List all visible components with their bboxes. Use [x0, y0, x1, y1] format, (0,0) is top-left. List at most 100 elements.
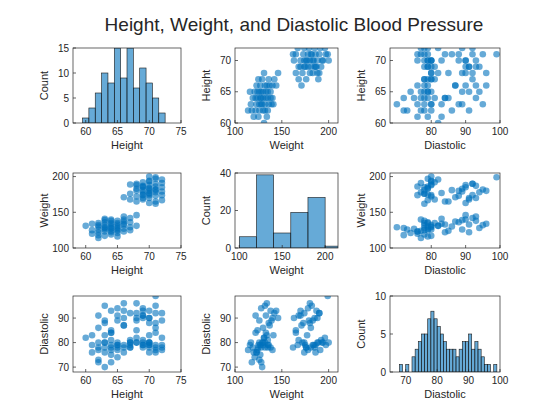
scatter-point: [414, 57, 421, 64]
scatter-point: [270, 332, 277, 339]
scatter-point: [300, 320, 307, 327]
y-tick: [73, 123, 76, 124]
scatter-point: [400, 232, 407, 239]
marks: [83, 48, 166, 123]
scatter-point: [152, 344, 159, 351]
x-tick-label: 65: [112, 375, 124, 386]
scatter-point: [152, 200, 159, 207]
x-tick-label: 70: [144, 375, 156, 386]
histogram-bar: [431, 311, 434, 372]
scatter-point: [262, 107, 269, 114]
scatter-point: [483, 220, 490, 227]
marks: [394, 48, 500, 123]
x-tick-label: 90: [463, 375, 475, 386]
histogram-bar: [146, 83, 152, 123]
scatter-point: [264, 82, 271, 89]
scatter-point: [82, 334, 89, 341]
scatter-point: [449, 187, 456, 194]
x-axis-label: Diastolic: [424, 139, 466, 151]
scatter-point: [140, 307, 147, 314]
scatter-point: [480, 51, 487, 58]
scatter-point: [133, 180, 140, 187]
panel: 8090100100150200DiastolicWeight: [355, 171, 509, 276]
scatter-point: [108, 329, 115, 336]
plot-area: [73, 296, 181, 372]
histogram-bar: [415, 349, 418, 372]
scatter-point: [114, 233, 121, 240]
axes-box: [73, 48, 181, 123]
y-tick-label: 80: [58, 337, 70, 348]
histogram-bar: [159, 113, 165, 123]
scatter-point: [324, 51, 331, 58]
x-tick-label: 200: [317, 251, 334, 262]
scatter-point: [459, 88, 466, 95]
x-tick: [239, 245, 240, 248]
histogram-bar: [428, 319, 431, 372]
scatter-point: [455, 193, 462, 200]
scatter-point: [421, 76, 428, 83]
scatter-point: [293, 327, 300, 334]
x-tick-label: 60: [80, 375, 92, 386]
scatter-point: [140, 183, 147, 190]
scatter-point: [473, 183, 480, 190]
x-tick: [431, 245, 432, 248]
x-tick-label: 80: [426, 251, 438, 262]
scatter-point: [291, 57, 298, 64]
scatter-point: [307, 70, 314, 77]
y-tick: [73, 73, 76, 74]
histogram-bar: [447, 349, 450, 372]
x-tick: [149, 245, 150, 248]
scatter-point: [425, 88, 432, 95]
panel: 60657075708090HeightDiastolic: [38, 293, 187, 400]
histogram-bar: [133, 88, 139, 123]
histogram-bar: [472, 349, 475, 372]
x-tick: [281, 120, 282, 123]
scatter-point: [414, 228, 421, 235]
scatter-point: [459, 70, 466, 77]
scatter-point: [421, 220, 428, 227]
scatter-point: [268, 317, 275, 324]
scatter-point: [476, 189, 483, 196]
histogram-bar: [469, 334, 472, 372]
scatter-point: [459, 226, 466, 233]
scatter-point: [428, 107, 435, 114]
histogram-bar: [239, 237, 256, 248]
histogram-bar: [425, 334, 428, 372]
scatter-point: [428, 101, 435, 108]
scatter-point: [159, 310, 166, 317]
histogram-bar: [418, 342, 421, 372]
x-tick: [117, 369, 118, 372]
y-tick: [73, 318, 76, 319]
x-tick: [437, 369, 438, 372]
scatter-point: [140, 339, 147, 346]
y-tick: [390, 176, 393, 177]
panel: 60657075051015HeightCount: [38, 43, 187, 152]
y-tick-label: 70: [220, 362, 232, 373]
scatter-point: [256, 317, 263, 324]
scatter-point: [127, 337, 134, 344]
scatter-point: [108, 225, 115, 232]
histogram-bar: [95, 93, 101, 123]
scatter-point: [313, 63, 320, 70]
scatter-point: [248, 101, 255, 108]
scatter-point: [255, 344, 262, 351]
marks: [239, 175, 338, 248]
scatter-point: [152, 193, 159, 200]
scatter-point: [411, 95, 418, 102]
x-tick: [181, 369, 182, 372]
y-tick-label: 10: [58, 68, 70, 79]
scatter-point: [101, 364, 108, 371]
x-tick-label: 100: [492, 251, 509, 262]
scatter-point: [252, 329, 259, 336]
histogram-bar: [475, 342, 478, 372]
scatter-point: [462, 57, 469, 64]
y-tick-label: 60: [375, 118, 387, 129]
y-axis-label: Count: [38, 71, 50, 100]
scatter-point: [146, 315, 153, 322]
marks: [245, 296, 332, 370]
y-tick: [235, 210, 238, 211]
scatter-point: [425, 82, 432, 89]
scatter-point: [421, 107, 428, 114]
scatter-point: [308, 325, 315, 332]
y-tick-label: 100: [369, 243, 386, 254]
